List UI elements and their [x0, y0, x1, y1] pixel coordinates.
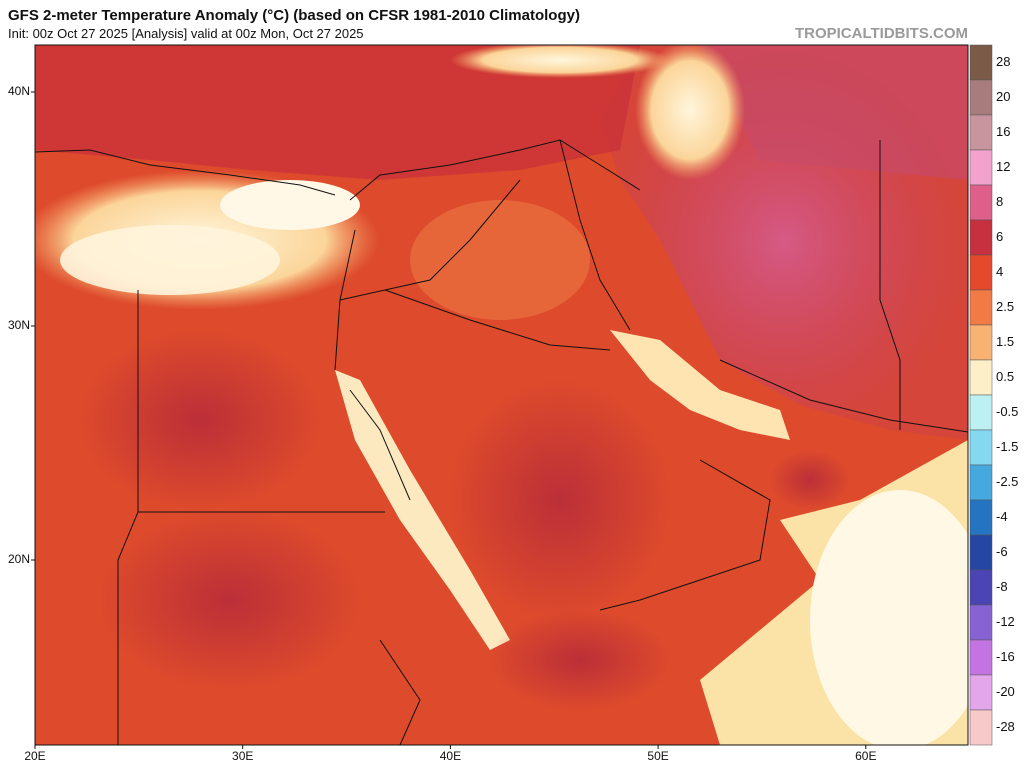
colorbar-swatch	[969, 464, 993, 501]
colorbar-label: 2.5	[996, 299, 1014, 314]
map-frame	[34, 44, 969, 746]
colorbar-label: 28	[996, 54, 1010, 69]
colorbar-label: -8	[996, 579, 1008, 594]
subtitle: Init: 00z Oct 27 2025 [Analysis] valid a…	[8, 26, 364, 41]
colorbar-label: 16	[996, 124, 1010, 139]
colorbar-swatch	[969, 324, 993, 361]
colorbar-swatch	[969, 184, 993, 221]
longitude-label: 30E	[232, 749, 253, 763]
colorbar-swatch	[969, 639, 993, 676]
longitude-label: 40E	[440, 749, 461, 763]
watermark: TROPICALTIDBITS.COM	[795, 25, 968, 42]
colorbar-swatch	[969, 219, 993, 256]
colorbar-label: -4	[996, 509, 1008, 524]
title: GFS 2-meter Temperature Anomaly (°C) (ba…	[8, 7, 580, 24]
colorbar-swatch	[969, 149, 993, 186]
colorbar-label: -0.5	[996, 404, 1018, 419]
colorbar-swatch	[969, 674, 993, 711]
colorbar-label: -2.5	[996, 474, 1018, 489]
longitude-label: 50E	[647, 749, 668, 763]
colorbar-swatch	[969, 359, 993, 396]
colorbar-label: -6	[996, 544, 1008, 559]
colorbar-label: 0.5	[996, 369, 1014, 384]
colorbar-swatch	[969, 429, 993, 466]
colorbar-swatch	[969, 254, 993, 291]
latitude-label: 40N	[8, 84, 30, 98]
latitude-label: 30N	[8, 318, 30, 332]
colorbar-swatch	[969, 79, 993, 116]
colorbar-swatch	[969, 289, 993, 326]
colorbar-label: -28	[996, 719, 1015, 734]
colorbar-swatch	[969, 569, 993, 606]
colorbar-label: -16	[996, 649, 1015, 664]
colorbar-label: 12	[996, 159, 1010, 174]
colorbar-swatch	[969, 604, 993, 641]
colorbar-label: -20	[996, 684, 1015, 699]
map-field	[35, 45, 968, 745]
colorbar: 28 20 16 12 8 6 4 2.5 1.5 0.5 -0.5 -1.5 -2.5 -4 -6 -8 -1…	[969, 44, 1018, 746]
map-axes: 40N 30N 20N 20E 30E 40E 50E 60E	[8, 84, 876, 763]
colorbar-label: 1.5	[996, 334, 1014, 349]
colorbar-swatch	[969, 114, 993, 151]
longitude-label: 60E	[855, 749, 876, 763]
colorbar-label: -12	[996, 614, 1015, 629]
colorbar-swatch	[969, 534, 993, 571]
colorbar-label: 6	[996, 229, 1003, 244]
colorbar-label: 8	[996, 194, 1003, 209]
colorbar-swatch	[969, 394, 993, 431]
colorbar-label: -1.5	[996, 439, 1018, 454]
colorbar-swatch	[969, 44, 993, 81]
colorbar-label: 20	[996, 89, 1010, 104]
colorbar-swatch	[969, 499, 993, 536]
longitude-label: 20E	[24, 749, 45, 763]
latitude-label: 20N	[8, 552, 30, 566]
colorbar-label: 4	[996, 264, 1003, 279]
colorbar-swatch	[969, 709, 993, 746]
